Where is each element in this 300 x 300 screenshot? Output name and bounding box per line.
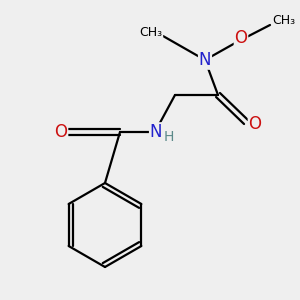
Text: H: H [164,130,174,144]
Text: O: O [55,123,68,141]
Text: O: O [248,115,262,133]
Text: N: N [150,123,162,141]
Text: CH₃: CH₃ [140,26,163,38]
Text: CH₃: CH₃ [272,14,296,28]
Text: N: N [199,51,211,69]
Text: O: O [235,29,248,47]
